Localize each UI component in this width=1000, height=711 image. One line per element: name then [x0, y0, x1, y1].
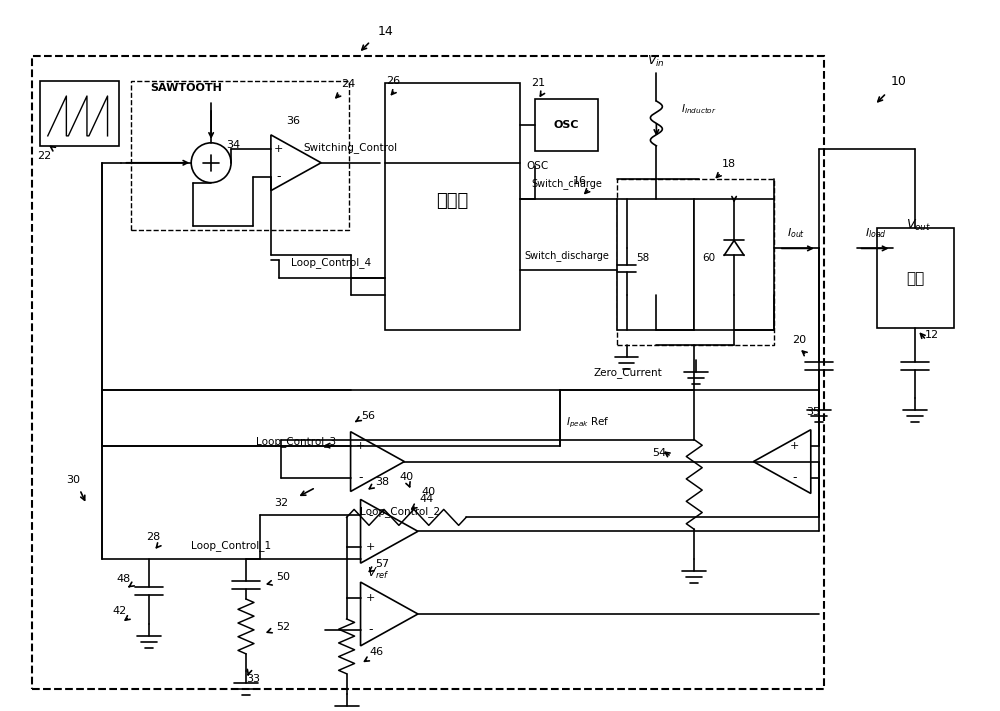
- Text: $V_{out}$: $V_{out}$: [906, 218, 931, 233]
- Text: +: +: [356, 441, 365, 451]
- Text: 10: 10: [890, 75, 906, 87]
- Text: 60: 60: [703, 253, 716, 263]
- Bar: [131, 81, 349, 230]
- Text: Switch_charge: Switch_charge: [531, 178, 602, 189]
- Bar: [32, 56, 824, 689]
- Bar: [385, 83, 520, 330]
- Bar: [617, 178, 774, 345]
- Text: 30: 30: [67, 474, 81, 484]
- Text: 35: 35: [806, 407, 820, 417]
- Text: 24: 24: [341, 79, 356, 89]
- Text: $I_{peak}$ Ref: $I_{peak}$ Ref: [566, 415, 610, 430]
- Text: $V_{ref}$: $V_{ref}$: [367, 565, 390, 581]
- Text: 58: 58: [636, 253, 649, 263]
- Text: 开关器: 开关器: [436, 191, 468, 210]
- Text: +: +: [790, 441, 800, 451]
- Text: SAWTOOTH: SAWTOOTH: [150, 83, 222, 93]
- Bar: [877, 228, 954, 328]
- Text: 42: 42: [112, 606, 127, 616]
- Text: 12: 12: [925, 330, 939, 340]
- Bar: [40, 81, 119, 146]
- Text: Loop_Control_4: Loop_Control_4: [291, 257, 371, 268]
- Text: Loop_Control_3: Loop_Control_3: [256, 437, 336, 447]
- Text: -: -: [358, 471, 363, 484]
- Text: 33: 33: [246, 674, 260, 684]
- Text: OSC: OSC: [527, 161, 549, 171]
- Text: -: -: [368, 509, 373, 522]
- Bar: [694, 198, 774, 330]
- Text: Zero_Current: Zero_Current: [593, 368, 662, 378]
- Text: Loop_Control_1: Loop_Control_1: [191, 540, 271, 551]
- Text: -: -: [793, 471, 797, 484]
- Text: +: +: [366, 593, 375, 603]
- Text: 18: 18: [722, 159, 736, 169]
- Text: 48: 48: [116, 574, 131, 584]
- Text: 50: 50: [276, 572, 290, 582]
- Text: 40: 40: [421, 488, 435, 498]
- Text: 负载: 负载: [906, 271, 924, 286]
- Text: $I_{Inductor}$: $I_{Inductor}$: [681, 102, 717, 116]
- Bar: [617, 198, 694, 330]
- Text: 20: 20: [792, 335, 806, 345]
- Text: 38: 38: [375, 476, 390, 486]
- Text: Switch_discharge: Switch_discharge: [524, 250, 609, 261]
- Text: $V_{in}$: $V_{in}$: [647, 53, 665, 69]
- Text: 52: 52: [276, 622, 290, 632]
- Text: 22: 22: [37, 151, 51, 161]
- Text: 54: 54: [652, 448, 666, 458]
- Text: $I_{out}$: $I_{out}$: [787, 227, 805, 240]
- Text: 56: 56: [362, 411, 376, 421]
- Text: 16: 16: [573, 176, 587, 186]
- Text: 44: 44: [419, 494, 433, 504]
- Text: +: +: [366, 542, 375, 552]
- Text: +: +: [274, 144, 284, 154]
- Text: 34: 34: [226, 140, 240, 150]
- Text: 21: 21: [531, 78, 545, 88]
- Text: Loop_Control_2: Loop_Control_2: [360, 506, 440, 517]
- Text: 46: 46: [369, 647, 384, 657]
- Text: 26: 26: [386, 76, 400, 86]
- Text: 57: 57: [375, 559, 390, 570]
- Text: 32: 32: [274, 498, 288, 508]
- Text: OSC: OSC: [554, 120, 579, 130]
- Text: -: -: [368, 624, 373, 636]
- Bar: [535, 99, 598, 151]
- Text: 40: 40: [399, 471, 413, 481]
- Text: 36: 36: [286, 116, 300, 126]
- Text: 28: 28: [146, 533, 160, 542]
- Text: $I_{load}$: $I_{load}$: [865, 227, 886, 240]
- Text: -: -: [277, 170, 281, 183]
- Text: 14: 14: [378, 25, 393, 38]
- Text: Switching_Control: Switching_Control: [304, 142, 398, 154]
